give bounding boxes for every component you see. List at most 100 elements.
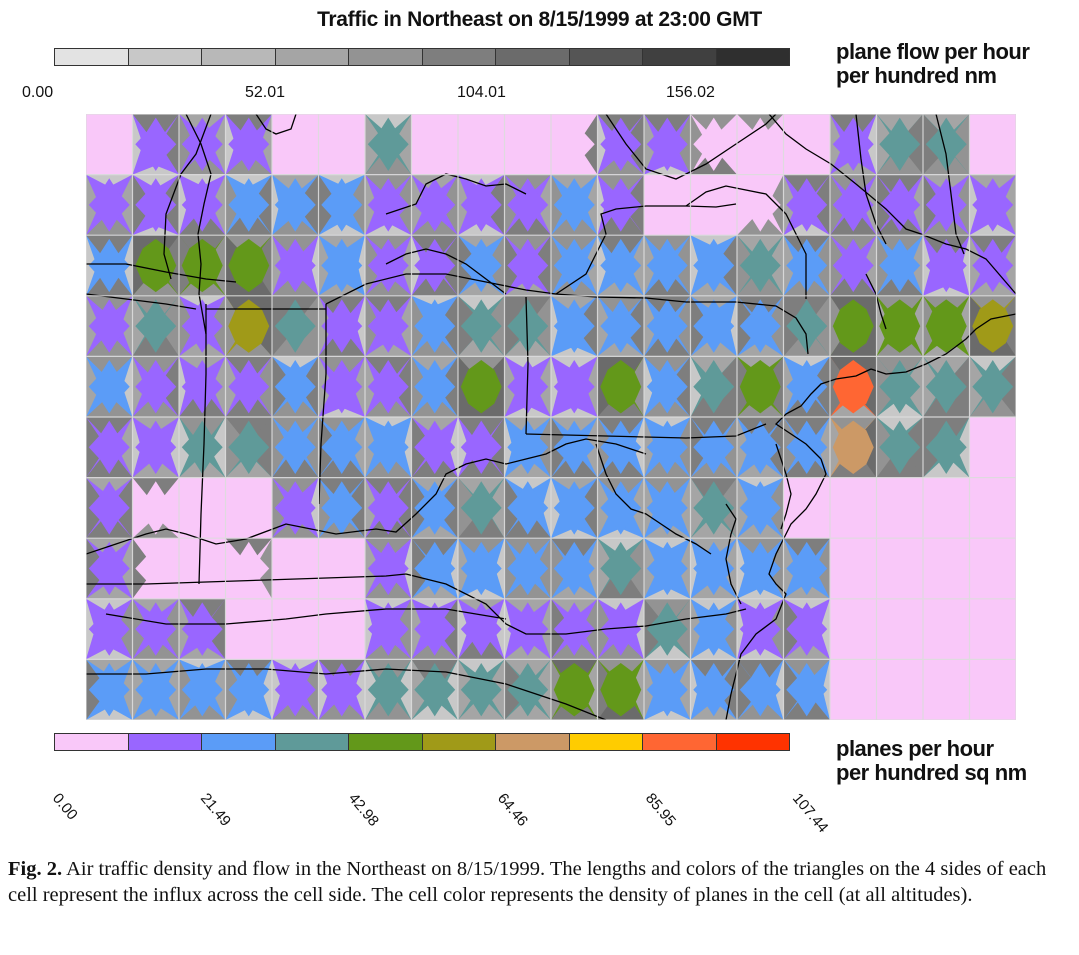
density-cell-core (135, 602, 177, 656)
density-cell-core (460, 481, 502, 535)
density-cell-core (693, 602, 735, 656)
density-scale-swatch (568, 733, 643, 751)
density-cell-core (646, 663, 688, 717)
density-cell-core (832, 360, 874, 414)
density-cell-core (460, 299, 502, 353)
density-cell-core (321, 299, 363, 353)
density-cell-core (646, 117, 688, 171)
density-cell-core (600, 481, 642, 535)
density-cell-core (274, 299, 316, 353)
density-cell (86, 114, 133, 176)
flow-scale-title: plane flow per hour per hundred nm (836, 40, 1030, 88)
density-cell-core (274, 178, 316, 232)
density-cell (969, 417, 1016, 479)
density-cell-core (367, 541, 409, 596)
density-cell-core (321, 178, 363, 232)
density-cell-core (972, 299, 1014, 353)
density-cell-core (739, 238, 781, 293)
density-cell-core (972, 178, 1014, 232)
figure-label: Fig. 2. (8, 858, 63, 880)
density-cell (783, 114, 831, 176)
density-cell-core (321, 238, 363, 293)
density-cell-core (972, 238, 1014, 293)
density-color-scale (54, 733, 790, 751)
density-cell-core (274, 360, 316, 414)
density-cell (923, 477, 970, 539)
density-tick-label: 64.46 (493, 790, 532, 830)
density-cell (923, 598, 970, 660)
density-cell-core (693, 117, 735, 171)
density-cell-core (879, 117, 921, 171)
state-border (325, 273, 809, 355)
density-cell (272, 538, 319, 600)
state-border (86, 293, 197, 310)
density-cell-core (181, 238, 223, 293)
density-cell (830, 538, 877, 600)
density-cell-core (274, 481, 316, 535)
density-cell-core (693, 238, 735, 293)
density-cell-core (739, 117, 781, 171)
state-border (385, 173, 527, 215)
density-cell-core (228, 420, 270, 474)
density-cell-core (507, 178, 549, 232)
traffic-map (86, 114, 1016, 720)
density-cell-core (739, 541, 781, 596)
density-scale-swatch (201, 733, 276, 751)
flow-scale-swatch (495, 48, 570, 66)
density-cell-core (879, 178, 921, 232)
density-cell-core (460, 541, 502, 596)
density-cell-core (414, 299, 456, 353)
density-cell-core (879, 299, 921, 353)
density-cell-core (135, 541, 177, 596)
density-cell-core (181, 117, 223, 171)
flow-scale-swatch (568, 48, 643, 66)
density-cell-core (228, 360, 270, 414)
density-cell (969, 114, 1016, 176)
state-border (86, 263, 237, 283)
density-cell-core (786, 663, 828, 717)
density-cell (458, 114, 505, 176)
density-cell (644, 174, 691, 236)
density-cell-core (460, 602, 502, 656)
density-cell-core (367, 602, 409, 656)
density-cell-core (739, 299, 781, 353)
density-cell-core (321, 481, 363, 535)
density-cell-core (693, 360, 735, 414)
caption-text: Air traffic density and flow in the Nort… (8, 858, 1047, 906)
density-cell (318, 114, 366, 176)
coastline-path (774, 368, 872, 460)
density-cell-core (600, 541, 642, 596)
density-cell-core (646, 602, 688, 656)
density-cell-core (367, 299, 409, 353)
density-cell-core (460, 178, 502, 232)
density-cell-core (367, 481, 409, 535)
state-border (105, 608, 507, 625)
density-cell-core (88, 663, 130, 717)
state-border (385, 248, 507, 295)
density-cell-core (925, 238, 967, 293)
density-cell-core (181, 360, 223, 414)
density-cell-core (460, 663, 502, 717)
density-cell (179, 538, 226, 600)
density-cell (876, 659, 924, 720)
density-cell-core (739, 481, 781, 535)
density-cell-core (414, 602, 456, 656)
density-cell-core (274, 663, 316, 717)
density-cell-core (181, 299, 223, 353)
density-cell-core (786, 299, 828, 353)
density-cell-core (414, 663, 456, 717)
density-cell-core (367, 420, 409, 474)
flow-tick-label: 52.01 (245, 84, 286, 101)
figure-title: Traffic in Northeast on 8/15/1999 at 23:… (317, 8, 762, 31)
density-cell-core (507, 420, 549, 474)
density-scale-swatch (127, 733, 202, 751)
density-cell-core (460, 360, 502, 414)
density-cell-core (553, 481, 595, 535)
density-cell-core (739, 602, 781, 656)
state-border (935, 114, 965, 255)
density-tick-label: 42.98 (344, 790, 383, 830)
density-cell-core (925, 178, 967, 232)
density-cell-core (832, 178, 874, 232)
density-scale-swatch (54, 733, 129, 751)
density-cell-core (135, 117, 177, 171)
